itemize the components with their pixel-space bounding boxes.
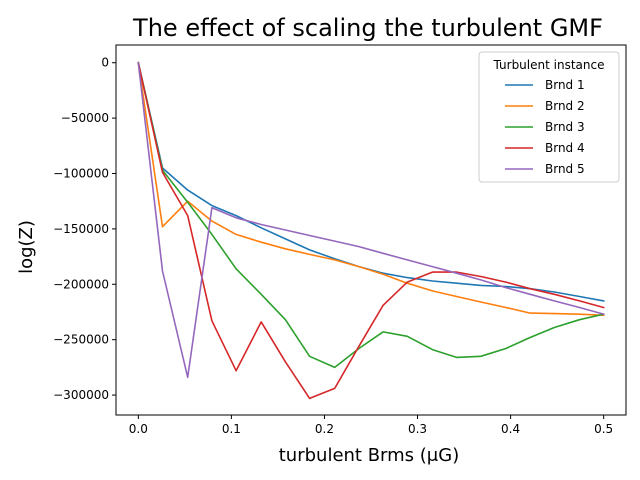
y-tick-label: −300000 xyxy=(53,388,109,402)
series-line-brnd-3 xyxy=(137,61,605,369)
x-tick-label: 0.3 xyxy=(408,422,427,436)
series-layer xyxy=(137,61,605,400)
axes-frame xyxy=(115,44,627,416)
legend-entries: Brnd 1 Brnd 2 Brnd 3 Brnd 4 Brnd 5 xyxy=(505,78,585,176)
x-tick-label: 0.0 xyxy=(129,422,148,436)
legend-label: Brnd 3 xyxy=(545,120,585,134)
y-tick-label: 0 xyxy=(101,56,109,70)
chart-title: The effect of scaling the turbulent GMF xyxy=(132,14,603,42)
legend-label: Brnd 5 xyxy=(545,162,585,176)
series-line-brnd-5 xyxy=(137,61,605,379)
x-tick-label: 0.5 xyxy=(594,422,613,436)
x-tick-label: 0.1 xyxy=(222,422,241,436)
plot-area xyxy=(115,44,627,416)
y-tick-label: −200000 xyxy=(53,277,109,291)
y-axis: 0 −50000 −100000 −150000 −200000 −250000 −3000… xyxy=(53,56,116,402)
series-line-brnd-2 xyxy=(137,61,605,317)
legend-title: Turbulent instance xyxy=(493,58,605,72)
y-tick-label: −250000 xyxy=(53,333,109,347)
legend-label: Brnd 4 xyxy=(545,141,585,155)
y-tick-label: −150000 xyxy=(53,222,109,236)
y-axis-label: log(Z) xyxy=(16,220,37,274)
legend-label: Brnd 1 xyxy=(545,78,585,92)
x-axis-label: turbulent Brms (μG) xyxy=(279,445,459,466)
y-tick-label: −100000 xyxy=(53,167,109,181)
legend-label: Brnd 2 xyxy=(545,99,585,113)
series-line-brnd-4 xyxy=(137,61,605,400)
x-axis: 0.0 0.1 0.2 0.3 0.4 0.5 xyxy=(129,415,613,436)
x-tick-label: 0.2 xyxy=(315,422,334,436)
y-tick-label: −50000 xyxy=(61,111,109,125)
x-tick-label: 0.4 xyxy=(501,422,520,436)
